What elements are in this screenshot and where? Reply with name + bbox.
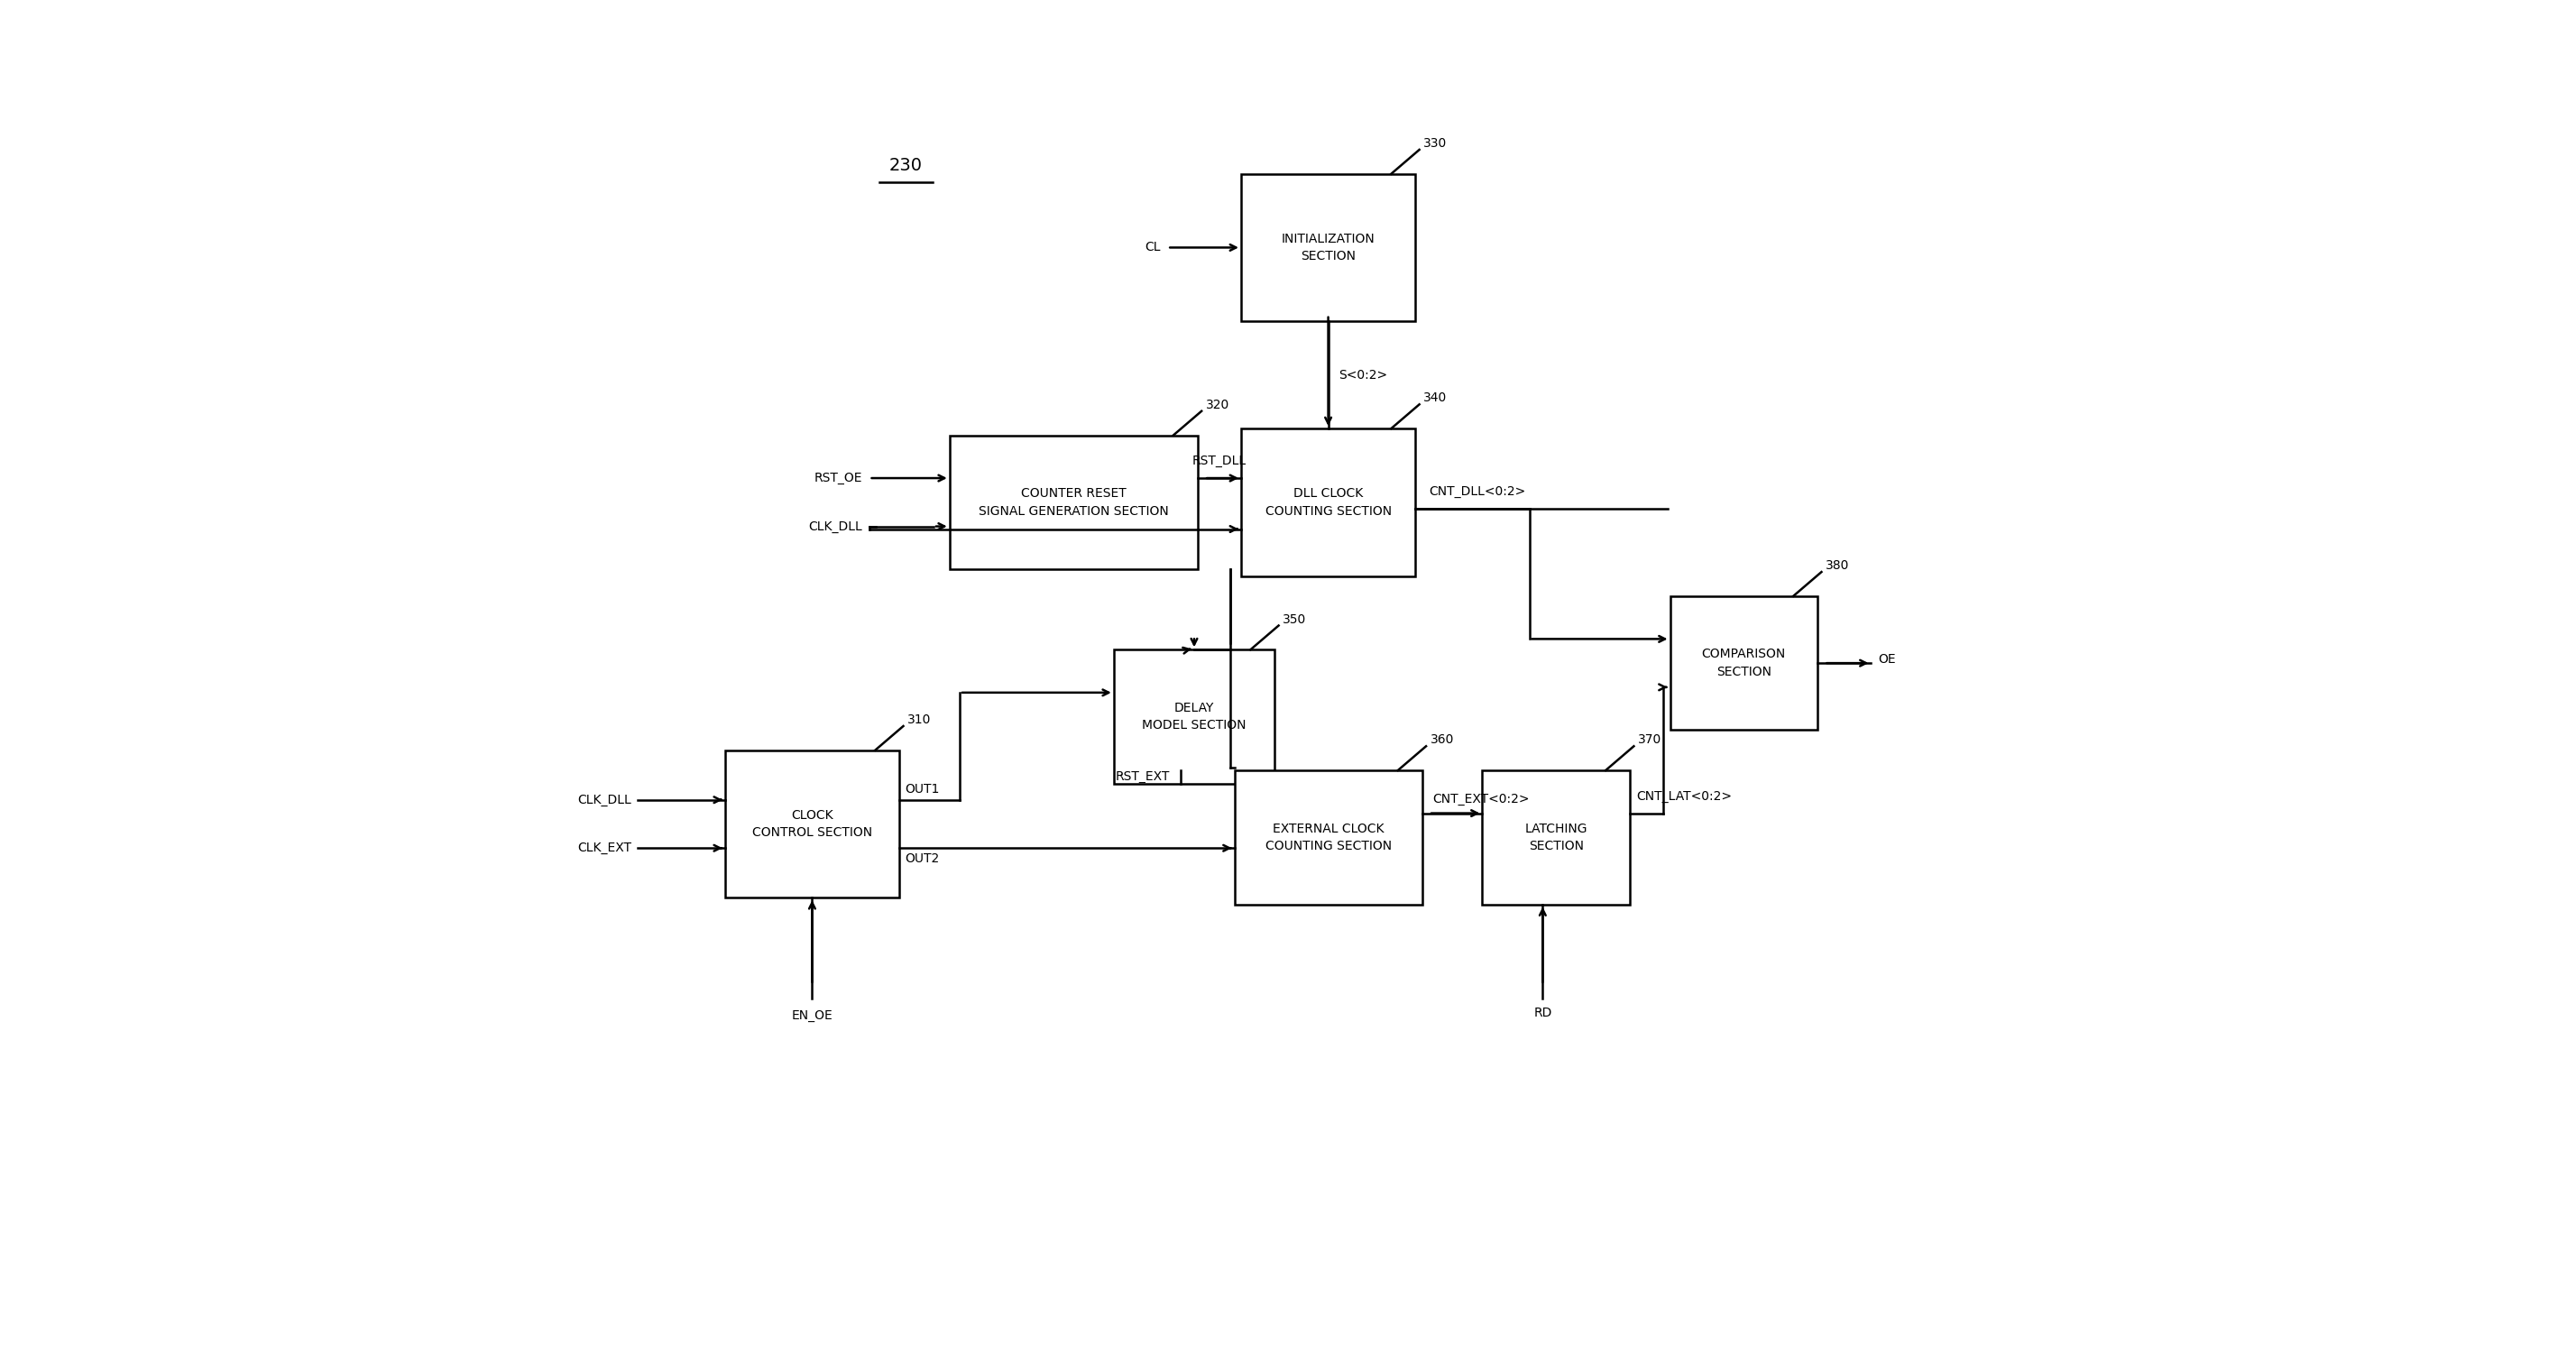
Text: RST_DLL: RST_DLL bbox=[1193, 455, 1247, 467]
Text: 330: 330 bbox=[1425, 137, 1448, 150]
Text: COMPARISON
SECTION: COMPARISON SECTION bbox=[1703, 648, 1785, 678]
Text: EN_OE: EN_OE bbox=[791, 1009, 832, 1022]
Text: EXTERNAL CLOCK
COUNTING SECTION: EXTERNAL CLOCK COUNTING SECTION bbox=[1265, 823, 1391, 852]
Text: DLL CLOCK
COUNTING SECTION: DLL CLOCK COUNTING SECTION bbox=[1265, 487, 1391, 517]
Text: 360: 360 bbox=[1430, 733, 1453, 747]
Text: CNT_LAT<0:2>: CNT_LAT<0:2> bbox=[1636, 790, 1731, 802]
Text: S<0:2>: S<0:2> bbox=[1340, 368, 1388, 382]
Text: 380: 380 bbox=[1826, 559, 1850, 572]
Text: 310: 310 bbox=[907, 713, 930, 727]
Text: CLK_EXT: CLK_EXT bbox=[577, 842, 631, 854]
Text: 350: 350 bbox=[1283, 613, 1306, 625]
Text: LATCHING
SECTION: LATCHING SECTION bbox=[1525, 823, 1587, 852]
Text: CNT_DLL<0:2>: CNT_DLL<0:2> bbox=[1430, 486, 1525, 498]
Text: OUT2: OUT2 bbox=[904, 852, 940, 865]
FancyBboxPatch shape bbox=[1242, 173, 1414, 321]
Text: RST_OE: RST_OE bbox=[814, 472, 863, 484]
Text: 340: 340 bbox=[1425, 392, 1448, 405]
FancyBboxPatch shape bbox=[1113, 649, 1275, 783]
FancyBboxPatch shape bbox=[724, 750, 899, 897]
Text: RD: RD bbox=[1533, 1007, 1551, 1019]
Text: CL: CL bbox=[1144, 241, 1162, 254]
Text: RST_EXT: RST_EXT bbox=[1115, 771, 1170, 783]
FancyBboxPatch shape bbox=[951, 436, 1198, 570]
Text: 320: 320 bbox=[1206, 398, 1229, 411]
Text: CNT_EXT<0:2>: CNT_EXT<0:2> bbox=[1432, 793, 1530, 805]
Text: INITIALIZATION
SECTION: INITIALIZATION SECTION bbox=[1280, 233, 1376, 262]
Text: 370: 370 bbox=[1638, 733, 1662, 747]
Text: 230: 230 bbox=[889, 157, 922, 173]
Text: CLK_DLL: CLK_DLL bbox=[577, 793, 631, 806]
FancyBboxPatch shape bbox=[1234, 770, 1422, 904]
FancyBboxPatch shape bbox=[1669, 597, 1819, 731]
FancyBboxPatch shape bbox=[1481, 770, 1631, 904]
Text: CLOCK
CONTROL SECTION: CLOCK CONTROL SECTION bbox=[752, 809, 873, 839]
FancyBboxPatch shape bbox=[1242, 429, 1414, 576]
Text: CLK_DLL: CLK_DLL bbox=[809, 520, 863, 533]
Text: DELAY
MODEL SECTION: DELAY MODEL SECTION bbox=[1141, 702, 1247, 732]
Text: COUNTER RESET
SIGNAL GENERATION SECTION: COUNTER RESET SIGNAL GENERATION SECTION bbox=[979, 487, 1170, 517]
Text: OUT1: OUT1 bbox=[904, 783, 940, 796]
Text: OE: OE bbox=[1878, 652, 1896, 666]
